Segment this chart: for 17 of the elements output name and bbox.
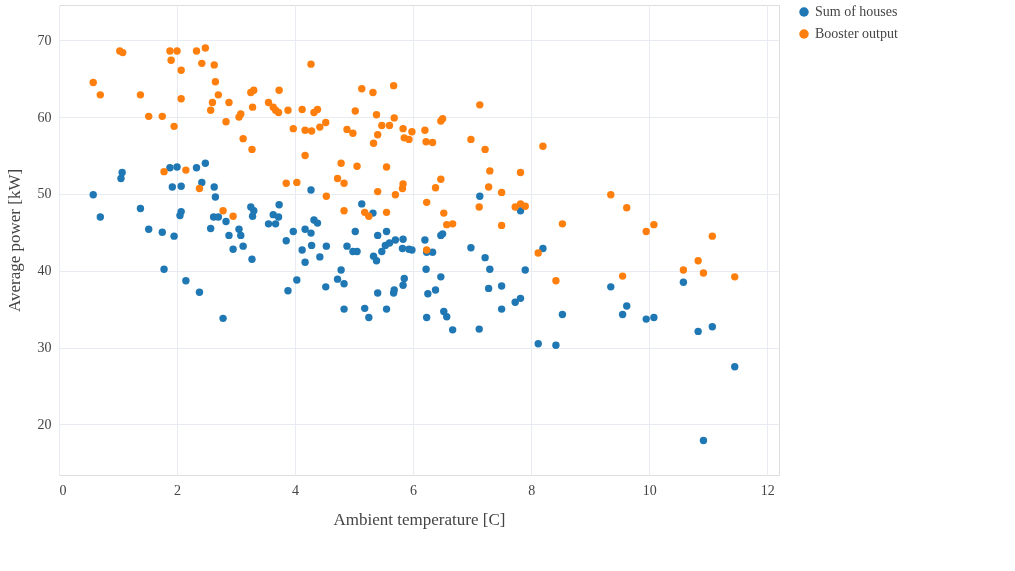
y-axis-title: Average power [kW] — [4, 168, 24, 313]
x-tick-label: 0 — [59, 482, 67, 498]
x-tick-label: 6 — [410, 482, 418, 498]
y-tick-label: 30 — [37, 340, 52, 356]
x-tick-label: 2 — [174, 482, 182, 498]
y-tick-label: 70 — [37, 32, 52, 48]
x-tick-label: 4 — [292, 482, 300, 498]
x-tick-label: 8 — [528, 482, 536, 498]
legend-label: Booster output — [815, 26, 898, 41]
y-tick-label: 50 — [37, 186, 52, 202]
y-tick-label: 20 — [37, 416, 52, 432]
x-axis-title: Ambient temperature [C] — [333, 509, 506, 529]
x-tick-label: 12 — [760, 482, 775, 498]
legend-label: Sum of houses — [815, 4, 898, 19]
y-tick-label: 40 — [37, 263, 52, 279]
y-tick-label: 60 — [37, 109, 52, 125]
x-tick-label: 10 — [642, 482, 657, 498]
